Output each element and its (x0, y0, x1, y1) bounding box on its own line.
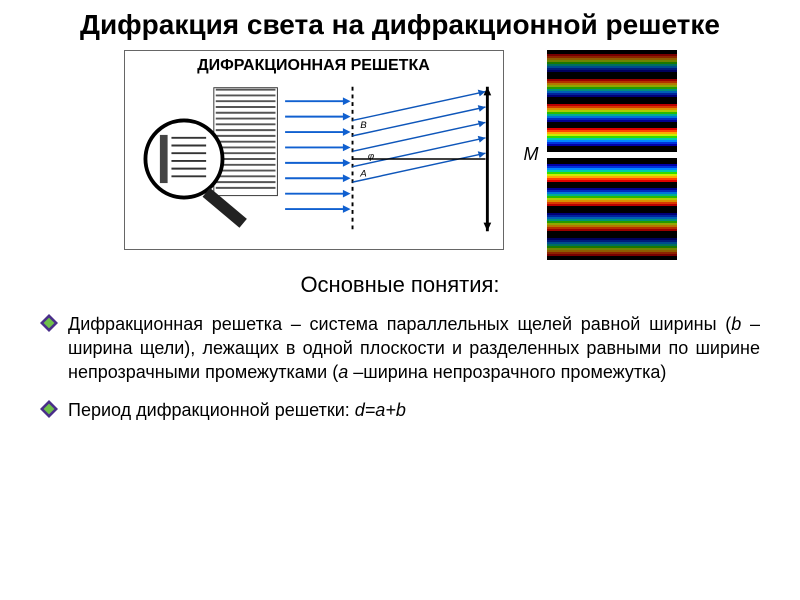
grating-diagram: ДИФРАКЦИОННАЯ РЕШЕТКА (124, 50, 504, 250)
diagram-title: ДИФРАКЦИОННАЯ РЕШЕТКА (131, 57, 497, 75)
diamond-bullet-icon (40, 314, 58, 332)
bullet-list: Дифракционная решетка – система параллел… (0, 312, 800, 423)
figures-row: ДИФРАКЦИОННАЯ РЕШЕТКА (0, 50, 800, 260)
spectrum-label: M (524, 144, 539, 165)
svg-text:φ: φ (367, 151, 373, 162)
svg-text:A: A (359, 168, 366, 179)
grating-svg: B A φ (131, 79, 497, 239)
spectrum-group: M (524, 50, 677, 260)
list-item: Дифракционная решетка – система параллел… (40, 312, 760, 385)
diamond-bullet-icon (40, 400, 58, 418)
svg-text:B: B (360, 120, 367, 131)
page-title: Дифракция света на дифракционной решетке (0, 0, 800, 46)
diffraction-spectrum (547, 50, 677, 260)
bullet-text: Дифракционная решетка – система параллел… (68, 312, 760, 385)
list-item: Период дифракционной решетки: d=a+b (40, 398, 760, 422)
bullet-text: Период дифракционной решетки: d=a+b (68, 398, 406, 422)
subheading: Основные понятия: (0, 272, 800, 298)
